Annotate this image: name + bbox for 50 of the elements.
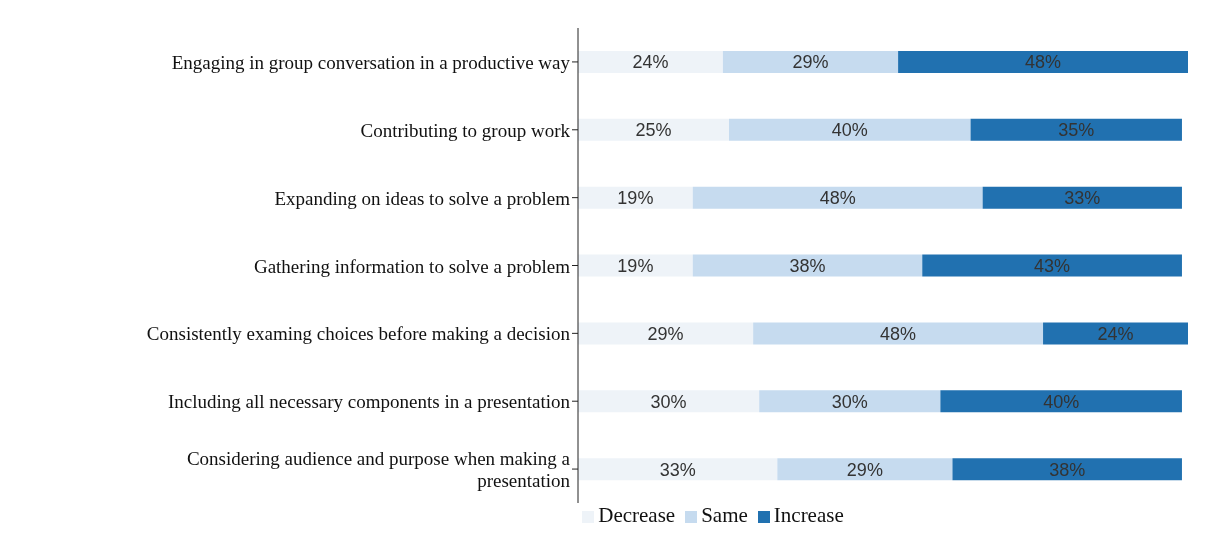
y-tick-label: Expanding on ideas to solve a problem [274,187,571,209]
bar [578,458,778,481]
data-label: 29% [792,52,829,73]
data-label: 48% [880,323,917,344]
bar [759,390,941,413]
data-label: 40% [831,120,868,141]
legend-label: Same [701,503,748,527]
y-tick-label: Considering audience and purpose when making a presentation [186,447,571,491]
data-label: 29% [846,459,883,480]
data-label: 43% [1034,255,1071,276]
data-label: 48% [819,188,856,209]
bar [722,51,899,73]
data-label: 24% [1097,323,1134,344]
bar [940,390,1182,413]
data-label: 33% [1064,188,1101,209]
bar [692,186,983,209]
data-label: 33% [659,459,696,480]
legend-label: Decrease [598,503,676,527]
y-tick-label: Engaging in group conversation in a productive way [171,51,571,73]
legend-label: Increase [773,503,844,527]
y-tick-label: Contributing to group work [360,119,571,141]
bar [777,458,953,481]
data-label: 30% [650,391,687,412]
data-label: 19% [617,255,654,276]
bar [753,322,1044,345]
data-label: 30% [831,391,868,412]
bar [578,51,723,73]
bar [952,458,1182,481]
bar [922,254,1182,277]
data-label: 25% [635,120,672,141]
data-label: 24% [632,52,669,73]
bar [898,51,1188,73]
y-tick-label: Including all necessary components in a presentation [167,390,571,412]
data-label: 35% [1058,120,1095,141]
data-label: 29% [647,323,684,344]
bar [1043,322,1188,345]
bar [578,322,754,345]
data-label: 40% [1043,391,1080,412]
bar [982,186,1182,209]
bar [578,390,760,413]
y-tick-label: Consistently examing choices before making a decision [146,322,571,344]
data-label: 38% [789,255,826,276]
data-label: 19% [617,188,654,209]
bar [728,118,971,141]
bar [692,254,923,277]
data-label: 38% [1049,459,1086,480]
y-tick-label: Gathering information to solve a problem [253,255,571,276]
bar [578,118,729,141]
data-label: 48% [1025,52,1062,73]
bar [970,118,1182,141]
